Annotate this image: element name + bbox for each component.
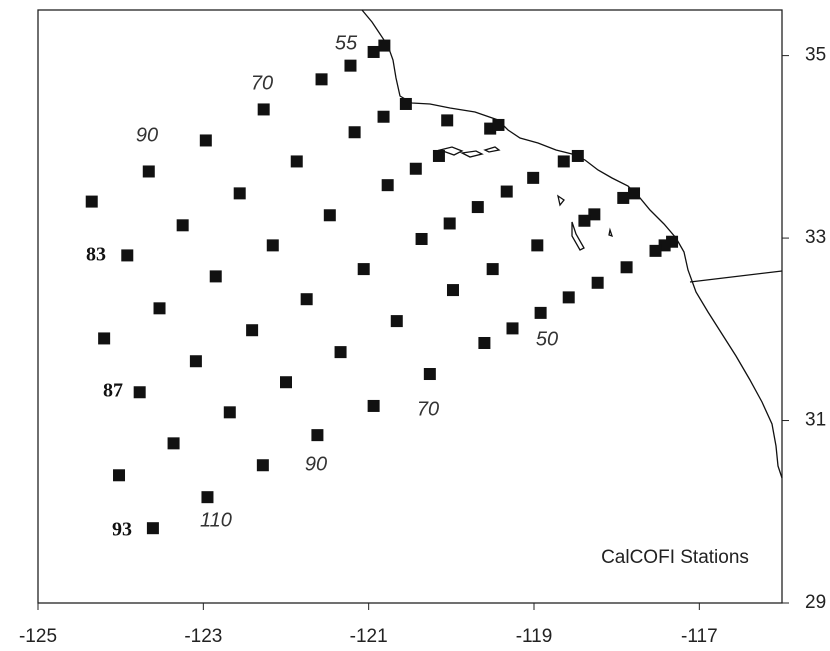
x-tick-label: -125 bbox=[19, 626, 57, 647]
station bbox=[492, 118, 505, 131]
station bbox=[617, 191, 630, 204]
station bbox=[233, 187, 246, 200]
station bbox=[390, 315, 403, 328]
station bbox=[246, 324, 259, 337]
y-tick-label: 35 bbox=[805, 45, 826, 66]
station bbox=[471, 201, 484, 214]
annotation: 70 bbox=[251, 72, 273, 94]
station bbox=[562, 291, 575, 304]
station bbox=[344, 59, 357, 72]
station bbox=[527, 171, 540, 184]
annotation: 93 bbox=[112, 519, 132, 541]
station bbox=[311, 429, 324, 442]
border bbox=[689, 270, 783, 283]
station bbox=[223, 406, 236, 419]
station bbox=[167, 437, 180, 450]
station bbox=[649, 244, 662, 257]
annotation: 50 bbox=[536, 328, 558, 350]
station bbox=[153, 302, 166, 315]
annotation: 55 bbox=[335, 32, 358, 54]
station bbox=[367, 45, 380, 58]
x-tick-label: -123 bbox=[184, 626, 222, 647]
station bbox=[121, 249, 134, 262]
station bbox=[300, 293, 313, 306]
x-tick-label: -119 bbox=[516, 626, 553, 647]
station bbox=[357, 263, 370, 276]
station bbox=[133, 386, 146, 399]
station bbox=[432, 149, 445, 162]
station bbox=[591, 276, 604, 289]
station bbox=[377, 110, 390, 123]
station bbox=[531, 239, 544, 252]
station bbox=[280, 376, 292, 389]
station bbox=[534, 306, 547, 319]
station bbox=[201, 491, 214, 504]
station bbox=[446, 284, 459, 297]
station bbox=[334, 346, 347, 359]
station bbox=[142, 165, 155, 178]
y-tick-label: 29 bbox=[805, 592, 826, 613]
station bbox=[628, 187, 641, 200]
station bbox=[399, 97, 412, 110]
annotation: 90 bbox=[136, 124, 158, 146]
station bbox=[571, 149, 584, 162]
station bbox=[256, 459, 269, 472]
station bbox=[500, 185, 513, 198]
annotation: 90 bbox=[305, 453, 327, 475]
station bbox=[557, 155, 570, 168]
annotation: CalCOFI Stations bbox=[601, 547, 749, 568]
station bbox=[146, 522, 159, 535]
station bbox=[441, 114, 454, 127]
station bbox=[588, 208, 601, 221]
station bbox=[478, 336, 491, 349]
station bbox=[290, 155, 303, 168]
station bbox=[378, 39, 391, 52]
station bbox=[348, 126, 361, 139]
station bbox=[315, 73, 328, 86]
y-tick-label: 31 bbox=[805, 410, 826, 431]
station bbox=[658, 239, 671, 252]
station bbox=[443, 217, 456, 230]
station bbox=[323, 209, 336, 222]
islands bbox=[437, 146, 614, 251]
station bbox=[98, 332, 111, 345]
station bbox=[113, 469, 126, 482]
station bbox=[486, 263, 499, 276]
coastline bbox=[361, 9, 783, 479]
station bbox=[620, 261, 633, 274]
station bbox=[176, 219, 189, 232]
station bbox=[85, 195, 98, 208]
annotation: 70 bbox=[417, 398, 439, 420]
station bbox=[367, 399, 380, 412]
station bbox=[266, 239, 279, 252]
annotation: 87 bbox=[103, 380, 123, 402]
y-tick-label: 33 bbox=[805, 227, 826, 248]
station bbox=[506, 322, 519, 335]
map-frame bbox=[37, 9, 783, 604]
station bbox=[415, 232, 428, 245]
station bbox=[189, 355, 202, 368]
station bbox=[209, 270, 222, 283]
x-tick-label: -117 bbox=[681, 626, 718, 647]
station bbox=[257, 103, 270, 116]
station bbox=[423, 368, 436, 381]
station bbox=[381, 179, 394, 192]
annotation: 83 bbox=[86, 244, 106, 266]
station bbox=[199, 134, 212, 147]
station bbox=[578, 214, 591, 227]
x-tick-label: -121 bbox=[350, 626, 388, 647]
annotation: 110 bbox=[200, 509, 232, 531]
station bbox=[409, 162, 422, 175]
